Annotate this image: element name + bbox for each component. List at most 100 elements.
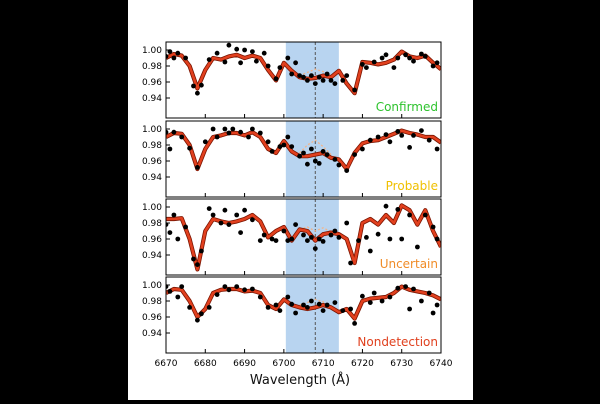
data-point bbox=[309, 73, 314, 78]
data-point bbox=[187, 145, 192, 151]
data-point bbox=[277, 144, 283, 150]
y-tick-label: 0.94 bbox=[142, 94, 162, 104]
data-point bbox=[199, 248, 204, 254]
data-point bbox=[206, 206, 212, 212]
data-point bbox=[234, 46, 240, 52]
y-tick-label: 0.96 bbox=[142, 157, 162, 167]
data-point bbox=[426, 137, 432, 143]
data-point bbox=[265, 305, 271, 310]
data-point bbox=[320, 78, 326, 83]
data-point bbox=[419, 51, 424, 57]
data-point bbox=[430, 224, 436, 230]
model-line bbox=[166, 129, 441, 171]
data-point bbox=[328, 78, 334, 83]
data-point bbox=[195, 90, 200, 96]
data-point bbox=[324, 71, 330, 77]
data-point bbox=[273, 302, 279, 308]
data-point bbox=[222, 207, 228, 213]
panel-plot-area bbox=[166, 203, 441, 272]
y-tick-label: 1.00 bbox=[142, 46, 162, 56]
data-point bbox=[250, 126, 255, 132]
data-point bbox=[167, 230, 173, 236]
data-point bbox=[403, 284, 408, 289]
data-point bbox=[364, 65, 369, 70]
data-point bbox=[434, 146, 440, 152]
data-point bbox=[383, 203, 389, 209]
y-tick-label: 1.00 bbox=[142, 281, 162, 291]
data-point bbox=[273, 76, 279, 82]
panel-1: 1.00 0.98 0.96 0.94 Confirmed bbox=[142, 41, 442, 119]
x-tick-label: 6730 bbox=[390, 359, 413, 369]
data-point bbox=[387, 139, 393, 145]
data-point bbox=[301, 232, 306, 238]
x-tick-label: 6690 bbox=[233, 359, 256, 369]
data-point bbox=[301, 150, 306, 156]
x-tick-label: 6680 bbox=[194, 359, 217, 369]
data-point bbox=[210, 212, 216, 218]
data-point bbox=[360, 62, 365, 67]
data-point bbox=[230, 126, 236, 132]
x-tick-label: 6670 bbox=[155, 359, 178, 369]
data-point bbox=[250, 286, 255, 292]
data-point bbox=[206, 57, 212, 62]
data-point bbox=[222, 126, 228, 132]
data-point bbox=[281, 142, 287, 148]
data-point bbox=[383, 132, 389, 138]
data-point bbox=[261, 232, 267, 238]
panel-plot-area bbox=[166, 42, 441, 96]
data-point bbox=[179, 134, 185, 140]
data-point bbox=[214, 134, 220, 140]
data-point bbox=[312, 158, 318, 164]
data-point bbox=[336, 162, 342, 168]
data-point bbox=[167, 146, 173, 152]
data-point bbox=[179, 284, 185, 289]
data-point bbox=[312, 81, 318, 86]
data-point bbox=[238, 60, 243, 66]
data-point bbox=[269, 149, 275, 154]
data-point bbox=[195, 262, 200, 267]
panel-frame bbox=[165, 276, 442, 354]
data-point bbox=[289, 301, 295, 307]
data-point bbox=[183, 55, 188, 61]
data-point bbox=[167, 289, 173, 294]
data-point bbox=[246, 134, 251, 140]
data-point bbox=[242, 287, 247, 293]
data-point bbox=[395, 207, 401, 212]
data-point bbox=[261, 50, 267, 56]
data-point bbox=[183, 224, 188, 230]
y-tick-label: 0.94 bbox=[142, 173, 162, 183]
data-point bbox=[293, 60, 298, 66]
alternate-model-line bbox=[299, 139, 332, 156]
data-point bbox=[293, 310, 298, 316]
data-point bbox=[422, 54, 428, 59]
y-tick-label: 0.94 bbox=[142, 329, 162, 339]
data-point bbox=[301, 74, 306, 80]
data-point bbox=[340, 308, 346, 313]
data-point bbox=[175, 236, 181, 242]
data-point bbox=[175, 294, 181, 300]
data-point bbox=[364, 235, 369, 240]
data-point bbox=[316, 161, 322, 166]
data-point bbox=[387, 236, 393, 242]
model-line bbox=[166, 285, 441, 320]
data-point bbox=[340, 78, 346, 83]
data-point bbox=[226, 287, 232, 293]
data-point bbox=[411, 58, 416, 64]
data-point bbox=[293, 222, 298, 228]
data-point bbox=[316, 301, 322, 307]
data-point bbox=[222, 284, 228, 289]
data-point bbox=[218, 220, 224, 226]
y-tick-label: 0.98 bbox=[142, 219, 162, 229]
data-point bbox=[285, 134, 291, 140]
y-tick-label: 0.98 bbox=[142, 297, 162, 307]
data-point bbox=[289, 236, 295, 242]
data-point bbox=[285, 238, 291, 244]
data-point bbox=[336, 235, 342, 240]
data-point bbox=[277, 65, 283, 70]
data-point bbox=[399, 133, 405, 138]
data-point bbox=[289, 144, 295, 150]
data-point bbox=[324, 152, 330, 158]
data-point bbox=[352, 152, 357, 158]
data-point bbox=[309, 146, 314, 152]
data-point bbox=[395, 55, 401, 61]
